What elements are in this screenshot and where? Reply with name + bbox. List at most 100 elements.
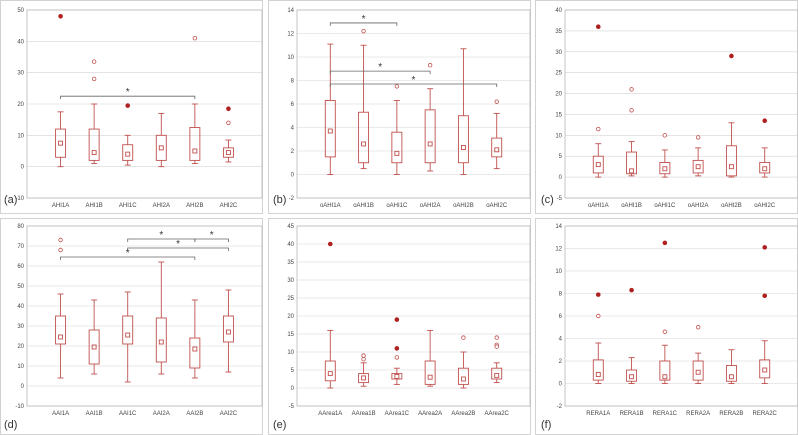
median-marker (762, 166, 768, 172)
median-marker (595, 372, 601, 377)
x-tick-label: oAHI1A (320, 203, 341, 209)
y-tick-label: 10 (555, 133, 562, 139)
y-tick-label: 20 (17, 102, 24, 108)
outlier-point (494, 335, 499, 340)
outlier-point (58, 247, 63, 253)
box-RERA2C (759, 340, 771, 384)
median-marker (394, 150, 400, 156)
x-tick-label: AHI2B (186, 203, 203, 209)
box-oAHI2B (457, 48, 469, 175)
extreme-point (394, 346, 400, 351)
outlier-point (662, 133, 668, 138)
panel-e: -5 0 5 10 15 20 25 30 35 40 45 AArea1A AArea1B AArea1… (268, 218, 531, 435)
outlier-point (695, 325, 701, 330)
y-tick-label: 35 (555, 29, 562, 35)
box-AHI2A (155, 112, 167, 168)
iqr-box (491, 367, 503, 380)
outlier-point (596, 313, 601, 319)
significance-bracket (329, 70, 431, 75)
y-tick-label: 6 (291, 102, 295, 108)
median-marker (460, 376, 466, 382)
y-tick-label: 12 (555, 247, 562, 253)
median-marker (58, 334, 64, 340)
plot-frame (564, 9, 798, 199)
extreme-point (762, 245, 768, 250)
box-AArea1C (391, 367, 403, 385)
y-tick-label: 20 (17, 344, 24, 350)
iqr-box (725, 365, 737, 382)
iqr-box (424, 360, 436, 385)
iqr-box (155, 317, 167, 363)
y-tick-label: 25 (555, 71, 562, 77)
y-tick-label: 40 (17, 304, 24, 310)
outlier-point (494, 344, 499, 349)
iqr-box (759, 162, 771, 174)
x-tick-label: AAI2A (153, 411, 170, 417)
iqr-box (592, 359, 604, 381)
x-tick-label: RERA1C (653, 411, 678, 417)
box-oAHI1B (358, 44, 370, 170)
panel-letter: (e) (273, 419, 286, 431)
x-tick-label: AArea2B (451, 411, 475, 417)
x-tick-label: AArea2C (485, 411, 510, 417)
y-tick-label: 2 (291, 149, 295, 155)
outlier-point (461, 335, 466, 340)
iqr-box (155, 134, 167, 161)
y-tick-label: 40 (555, 8, 562, 14)
box-RERA2B (725, 349, 737, 384)
significance-star: * (378, 62, 382, 73)
y-tick-label: 4 (291, 126, 295, 132)
x-tick-label: RERA2A (686, 411, 710, 417)
outlier-point (58, 237, 63, 243)
x-tick-label: AHI2A (153, 203, 170, 209)
y-tick-label: 20 (555, 92, 562, 98)
extreme-point (629, 287, 634, 293)
y-tick-label: -10 (15, 196, 24, 202)
extreme-point (58, 13, 63, 19)
y-tick-label: 10 (287, 55, 294, 61)
outlier-point (427, 63, 433, 68)
median-marker (427, 141, 433, 147)
y-tick-label: 10 (17, 364, 24, 370)
box-oAHI1C (659, 149, 671, 178)
y-tick-label: 10 (287, 350, 294, 356)
box-AHI1A (55, 111, 67, 168)
outlier-point (629, 87, 634, 92)
box-AArea2B (457, 351, 469, 389)
x-tick-label: AArea2A (418, 411, 442, 417)
outlier-point (91, 76, 97, 82)
x-tick-label: oAHI2A (420, 203, 441, 209)
median-marker (728, 374, 734, 380)
box-AAI1C (122, 291, 134, 383)
y-tick-label: 40 (287, 242, 294, 248)
y-tick-label: 40 (17, 39, 24, 45)
box-oAHI1A (324, 43, 336, 175)
y-tick-label: 10 (555, 269, 562, 275)
x-tick-label: AAI2C (220, 411, 238, 417)
extreme-point (595, 292, 601, 297)
iqr-box (88, 329, 100, 365)
significance-bracket (329, 22, 398, 26)
x-tick-label: AHI1A (52, 203, 69, 209)
panel-border (268, 0, 531, 214)
extreme-point (327, 241, 333, 247)
iqr-box (222, 315, 234, 343)
y-tick-label: 70 (17, 244, 24, 250)
y-tick-label: -10 (15, 404, 24, 410)
iqr-box (358, 111, 370, 164)
outlier-point (361, 28, 366, 34)
iqr-box (626, 151, 638, 175)
box-AAI2C (222, 289, 234, 373)
median-marker (158, 145, 164, 151)
iqr-box (457, 367, 469, 385)
panel-a: -10 0 10 20 30 40 50 AHI1A AHI1B AHI1C AHI2A AHI2B A… (0, 0, 263, 214)
median-marker (91, 344, 97, 350)
x-tick-label: AHI2C (220, 203, 238, 209)
box-AArea1A (324, 329, 336, 389)
box-oAHI1B (626, 141, 638, 177)
panel-c: -5 0 5 10 15 20 25 30 35 40 oAHI1A oAHI1B oAHI1C oAHI… (535, 0, 798, 214)
x-tick-label: oAHI2C (486, 203, 508, 209)
median-marker (91, 150, 97, 156)
y-tick-label: 0 (559, 175, 563, 181)
y-tick-label: 45 (287, 224, 294, 230)
